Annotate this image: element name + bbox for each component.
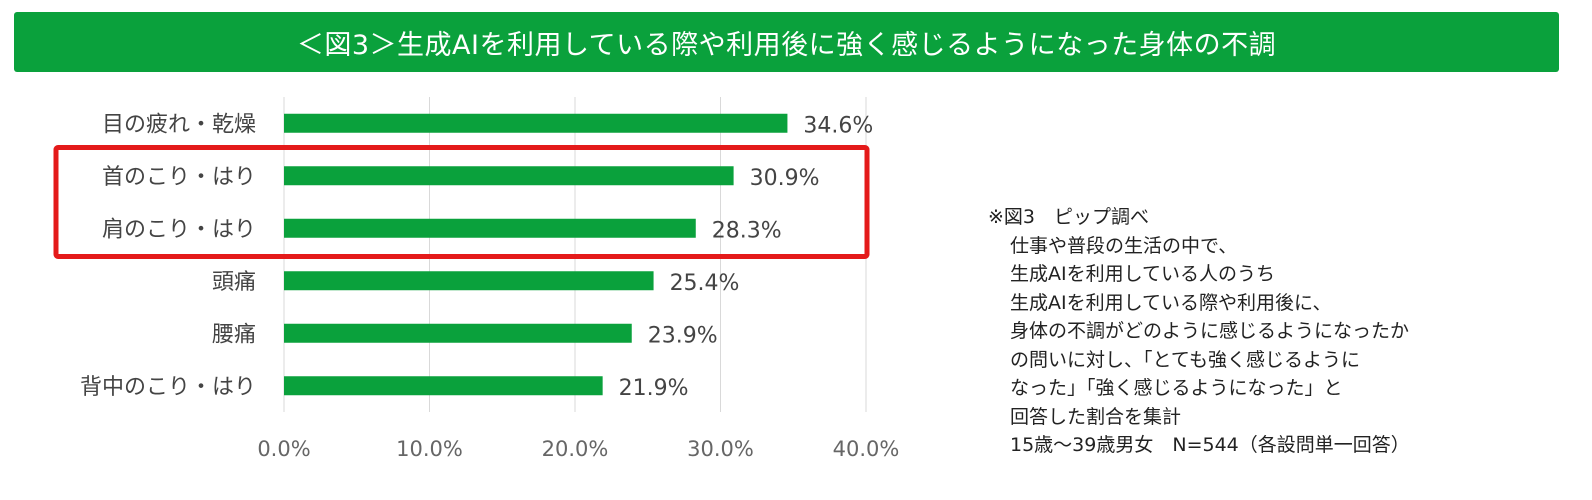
bar bbox=[284, 323, 632, 343]
bar bbox=[284, 376, 603, 396]
data-label: 25.4% bbox=[670, 271, 740, 296]
highlight-box bbox=[53, 145, 870, 259]
data-label: 34.6% bbox=[803, 113, 873, 138]
data-label: 30.9% bbox=[750, 166, 820, 191]
x-tick-label: 10.0% bbox=[396, 437, 463, 461]
note-line: 身体の不調がどのように感じるようになったか bbox=[1010, 320, 1410, 342]
source-note: ※図3 ピップ調べ 仕事や普段の生活の中で、 生成AIを利用している人のうち 生… bbox=[988, 203, 1548, 460]
x-tick-label: 30.0% bbox=[687, 437, 754, 461]
bar bbox=[284, 113, 788, 133]
x-tick-label: 0.0% bbox=[257, 437, 310, 461]
chart-title: ＜図3＞生成AIを利用している際や利用後に強く感じるようになった身体の不調 bbox=[296, 29, 1277, 61]
note-line: 生成AIを利用している人のうち bbox=[1010, 263, 1276, 285]
category-label: 腰痛 bbox=[212, 322, 256, 347]
note-line: ※図3 ピップ調べ bbox=[988, 206, 1150, 228]
category-label: 首のこり・はり bbox=[102, 165, 256, 190]
note-line: 仕事や普段の生活の中で、 bbox=[1010, 234, 1238, 257]
note-line: 15歳～39歳男女 N=544（各設問単一回答） bbox=[1010, 434, 1410, 456]
note-line: なった」「強く感じるようになった」と bbox=[1010, 377, 1343, 399]
bar-chart: 0.0% 10.0% 20.0% 30.0% 40.0% 目の疲れ・乾燥 34.6% 首のこり… bbox=[53, 97, 900, 461]
bar bbox=[284, 166, 734, 186]
category-label: 頭痛 bbox=[212, 270, 256, 295]
bar bbox=[284, 271, 654, 291]
data-label: 28.3% bbox=[712, 218, 782, 243]
data-label: 23.9% bbox=[648, 323, 718, 348]
note-line: 生成AIを利用している際や利用後に、 bbox=[1010, 291, 1332, 314]
category-label: 肩のこり・はり bbox=[102, 217, 256, 242]
note-line: 回答した割合を集計 bbox=[1010, 405, 1182, 428]
x-tick-label: 40.0% bbox=[833, 437, 900, 461]
title-banner: ＜図3＞生成AIを利用している際や利用後に強く感じるようになった身体の不調 bbox=[14, 12, 1559, 72]
data-label: 21.9% bbox=[619, 376, 689, 401]
category-label: 背中のこり・はり bbox=[80, 375, 256, 400]
note-line: の問いに対し、「とても強く感じるように bbox=[1010, 348, 1360, 371]
bar bbox=[284, 218, 696, 238]
category-label: 目の疲れ・乾燥 bbox=[102, 112, 256, 137]
x-tick-label: 20.0% bbox=[542, 437, 609, 461]
